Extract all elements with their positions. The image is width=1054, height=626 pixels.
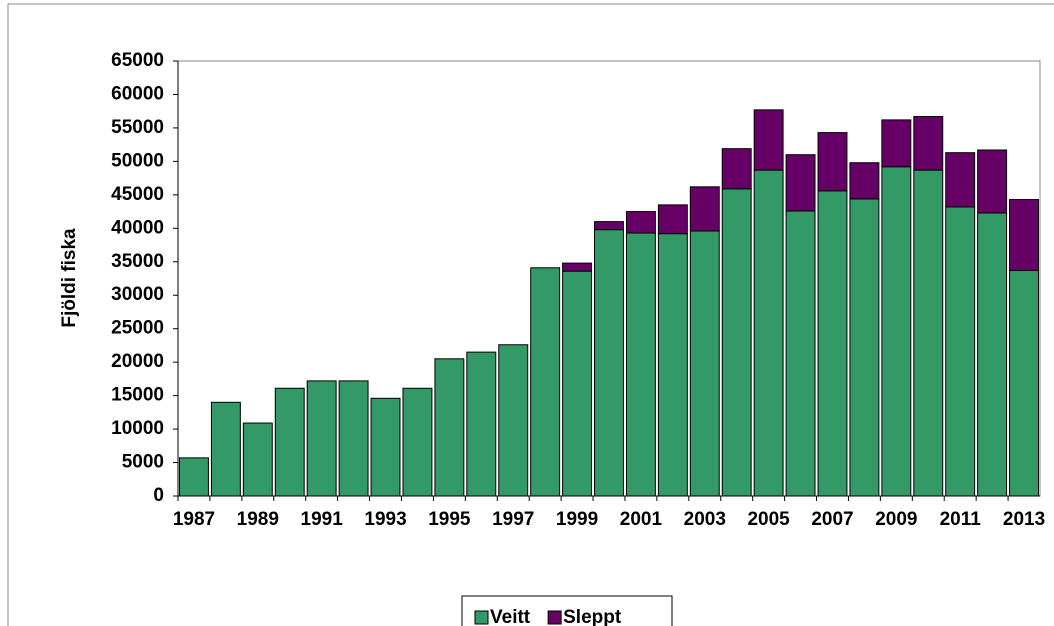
y-tick-label: 35000 xyxy=(111,251,164,272)
x-tick-label: 2005 xyxy=(747,509,790,530)
bar-segment xyxy=(817,132,848,192)
legend-label: Sleppt xyxy=(563,607,622,626)
y-tick-label: 65000 xyxy=(111,50,164,71)
bar-segment xyxy=(881,166,912,497)
bar-segment xyxy=(1009,199,1040,271)
x-tick-label: 1991 xyxy=(301,509,344,530)
x-tick-label: 2003 xyxy=(684,509,726,530)
y-tick-label: 5000 xyxy=(122,452,164,473)
bar-segment xyxy=(274,387,305,497)
y-tick-label: 45000 xyxy=(111,184,164,205)
y-tick-label: 20000 xyxy=(111,351,164,372)
bar-segment xyxy=(977,212,1008,497)
bar-segment xyxy=(913,116,944,171)
x-tick-label: 1993 xyxy=(364,509,406,530)
bar-segment xyxy=(881,119,912,168)
y-tick-label: 60000 xyxy=(111,83,164,104)
bar-segment xyxy=(977,149,1008,214)
bar-segment xyxy=(689,186,720,232)
y-tick-label: 40000 xyxy=(111,217,164,238)
bar-segment xyxy=(817,190,848,497)
bar-segment xyxy=(1009,269,1040,497)
bar-segment xyxy=(657,204,688,235)
bar-segment xyxy=(689,230,720,497)
bar-segment xyxy=(370,397,401,497)
bar-segment xyxy=(466,351,497,497)
legend-label: Veitt xyxy=(490,607,531,626)
x-tick-label: 1987 xyxy=(173,509,215,530)
bar-segment xyxy=(753,169,784,497)
x-tick-label: 1989 xyxy=(237,509,279,530)
bar-segment xyxy=(434,358,465,497)
bar-segment xyxy=(849,198,880,497)
bar-segment xyxy=(562,270,593,497)
bar-segment xyxy=(562,262,593,272)
x-tick-label: 1999 xyxy=(556,509,598,530)
bar-segment xyxy=(721,148,752,190)
bar-segment xyxy=(498,344,529,497)
y-tick-label: 25000 xyxy=(111,318,164,339)
bar-segment xyxy=(849,162,880,200)
bar-segment xyxy=(179,457,209,497)
bar-segment xyxy=(242,422,273,497)
bar-segment xyxy=(210,401,241,497)
bar-segment xyxy=(945,206,976,497)
legend-swatch xyxy=(547,610,562,625)
y-tick-label: 15000 xyxy=(111,385,164,406)
bar-segment xyxy=(306,380,337,497)
bar-segment xyxy=(402,387,433,497)
y-axis-label: Fjöldi fiska xyxy=(59,228,80,328)
x-tick-label: 2001 xyxy=(620,509,663,530)
bar-segment xyxy=(594,229,624,497)
bar-segment xyxy=(945,152,976,208)
y-tick-label: 50000 xyxy=(111,150,164,171)
bar-segment xyxy=(338,380,369,497)
x-tick-label: 2007 xyxy=(811,509,853,530)
bar-segment xyxy=(657,233,688,497)
bar-segment xyxy=(913,169,944,497)
bar-segment xyxy=(594,221,624,231)
y-tick-label: 10000 xyxy=(111,418,164,439)
y-tick-label: 55000 xyxy=(111,117,164,138)
bar-segment xyxy=(625,232,656,497)
bar-segment xyxy=(785,154,816,212)
x-tick-label: 1997 xyxy=(492,509,534,530)
bar-segment xyxy=(721,188,752,497)
y-tick-label: 0 xyxy=(153,485,164,506)
x-tick-label: 2009 xyxy=(875,509,917,530)
legend-box xyxy=(461,595,673,626)
x-tick-label: 1995 xyxy=(428,509,471,530)
x-tick-label: 2011 xyxy=(940,509,982,530)
bar-segment xyxy=(625,211,656,234)
bar-segment xyxy=(530,267,561,497)
legend-swatch xyxy=(474,610,489,625)
bar-segment xyxy=(785,210,816,497)
x-tick-label: 2013 xyxy=(1003,509,1045,530)
y-tick-label: 30000 xyxy=(111,284,164,305)
bar-segment xyxy=(753,109,784,171)
